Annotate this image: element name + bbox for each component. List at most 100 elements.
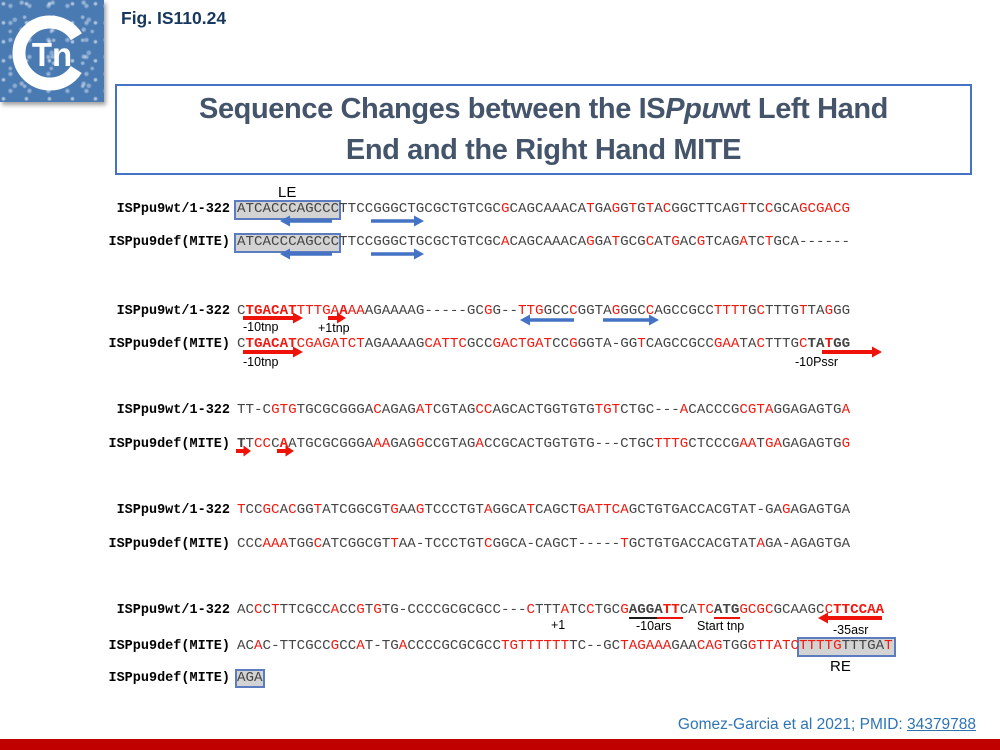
sequence-segment: CC xyxy=(245,502,263,518)
sequence-segment: AGAG xyxy=(381,402,416,418)
sequence-row-label: ISPpu9def(MITE) xyxy=(108,235,230,250)
sequence-segment: GCACTGGTGTG xyxy=(500,436,595,452)
sequence-segment: A xyxy=(356,638,365,654)
sequence-segment: TC xyxy=(696,602,714,618)
sequence-segment: TGTTTTTT xyxy=(500,638,570,654)
sequence-segment: GGC xyxy=(620,303,646,319)
sequence-segment: A xyxy=(654,201,663,217)
sequence-segment: C xyxy=(688,436,697,452)
sequence-segment: TA xyxy=(739,336,757,352)
sequence-segment: A xyxy=(739,234,748,250)
sequence-segment: T xyxy=(271,602,280,618)
sequence-segment: CCCCGCGCGCC xyxy=(407,602,501,618)
sequence-segment: CGTAG xyxy=(432,402,476,418)
ctn-logo: Tn xyxy=(0,0,104,102)
pmid-link[interactable]: 34379788 xyxy=(907,716,976,733)
sequence-segment: GCA xyxy=(773,234,799,250)
sequence-segment: TCAG xyxy=(705,234,740,250)
sequence-segment: G xyxy=(569,336,578,352)
sequence-segment: CAGCAAACA xyxy=(509,201,587,217)
sequence-segment: TTTG xyxy=(764,303,800,319)
sequence-segment: G xyxy=(773,402,782,418)
sequence-segment: GCTGTGACCACGTAT xyxy=(628,502,757,518)
sequence-segment: C xyxy=(739,402,748,418)
sequence-segment: AGAAAAG xyxy=(364,336,425,352)
sequence-segment: AA xyxy=(347,303,365,319)
sequence-segment: GGCTTCAG xyxy=(671,201,740,217)
sequence-segment: T xyxy=(611,234,621,250)
sequence-row: CCCAAATGGCATCGGCGTTAA-TCCCTGTCGGCA-CAGCT… xyxy=(237,537,850,552)
sequence-segment: TTTG xyxy=(764,336,800,352)
sequence-segment: AA xyxy=(398,502,416,518)
sequence-segment: AGAAAAG xyxy=(364,303,425,319)
sequence-segment: C xyxy=(824,602,834,618)
annotation-label: -10Pssr xyxy=(795,355,839,369)
sequence-row: TCCGCACGGTATCGGCGTGAAGTCCCTGTAGGCATCAGCT… xyxy=(237,503,850,518)
sequence-segment: A xyxy=(288,436,297,452)
sequence-segment: T xyxy=(364,602,374,618)
title-box: Sequence Changes between the ISPpuwt Lef… xyxy=(115,84,972,175)
blue-arrow-left-icon xyxy=(280,215,332,227)
sequence-segment: CA xyxy=(679,602,697,618)
sequence-segment: TC xyxy=(747,201,765,217)
sequence-segment: GAGAGTG xyxy=(781,402,842,418)
sequence-segment: G xyxy=(824,303,834,319)
sequence-segment: AGA xyxy=(237,670,263,686)
sequence-segment: T xyxy=(645,201,655,217)
sequence-segment: - xyxy=(781,536,791,552)
sequence-segment: GGCA xyxy=(492,502,527,518)
sequence-segment: CAG xyxy=(696,638,723,654)
sequence-segment: G xyxy=(330,638,340,654)
sequence-segment: G xyxy=(747,303,757,319)
sequence-segment: A xyxy=(279,436,289,452)
sequence-segment: T xyxy=(628,201,638,217)
sequence-segment: GA xyxy=(594,201,612,217)
sequence-segment: C xyxy=(526,602,536,618)
sequence-segment: ----- xyxy=(424,303,467,319)
sequence-segment: GCA xyxy=(773,201,799,217)
sequence-segment: TTG xyxy=(518,303,544,319)
sequence-segment: G xyxy=(586,234,595,250)
sequence-segment: TTCCAA xyxy=(833,602,885,618)
sequence-segment: TT-C xyxy=(237,402,272,418)
sequence-segment: GCGACG xyxy=(798,201,851,217)
red-arrow-right-icon xyxy=(236,445,251,457)
sequence-segment: GGTA xyxy=(577,336,612,352)
sequence-segment: TG xyxy=(381,602,399,618)
red-arrow-right-icon xyxy=(822,346,882,358)
sequence-segment: T xyxy=(586,201,595,217)
sequence-segment: C xyxy=(764,201,774,217)
sequence-row: ACAC-TTCGCCGCCAT-TGACCCCGCGCGCCTGTTTTTTT… xyxy=(237,639,893,654)
sequence-segment: A xyxy=(254,638,263,654)
sequence-segment: AGAGTGA xyxy=(790,536,851,552)
sequence-segment: GG xyxy=(833,303,851,319)
sequence-segment: GTG xyxy=(271,402,297,418)
sequence-segment: G xyxy=(696,234,706,250)
sequence-segment: A xyxy=(500,234,510,250)
sequence-segment: -- xyxy=(586,638,604,654)
sequence-segment: TT xyxy=(662,602,680,618)
sequence-row: ATCACCCAGCCCTTCCGGGCTGCGCTGTCGCGCAGCAAAC… xyxy=(237,202,850,217)
sequence-segment: GATTCA xyxy=(577,502,629,518)
sequence-segment: GC xyxy=(466,303,484,319)
sequence-row: ACCCTTTCGCCACCGTGTG-CCCCGCGCGCC---CTTTAT… xyxy=(237,603,884,618)
red-arrow-left-icon xyxy=(818,612,882,624)
sequence-segment: CAGCT xyxy=(535,502,578,518)
sequence-segment: A xyxy=(475,436,484,452)
aga-box xyxy=(235,669,265,688)
sequence-segment: ------ xyxy=(798,234,851,250)
sequence-segment: TA xyxy=(807,303,825,319)
annotation-label: -35asr xyxy=(833,623,869,637)
sequence-segment: CC xyxy=(424,436,442,452)
sequence-segment: T xyxy=(799,303,808,319)
sequence-segment: CGAGA xyxy=(296,336,340,352)
sequence-segment: GA xyxy=(764,536,782,552)
title-italic-species: Ppu xyxy=(665,92,719,125)
sequence-segment: GCAAGC xyxy=(773,602,825,618)
annotation-label: LE xyxy=(278,184,297,201)
sequence-segment: - xyxy=(398,602,408,618)
sequence-segment: C xyxy=(262,638,272,654)
sequence-segment: G xyxy=(356,602,365,618)
sequence-row-label: ISPpu9wt/1-322 xyxy=(116,304,230,319)
